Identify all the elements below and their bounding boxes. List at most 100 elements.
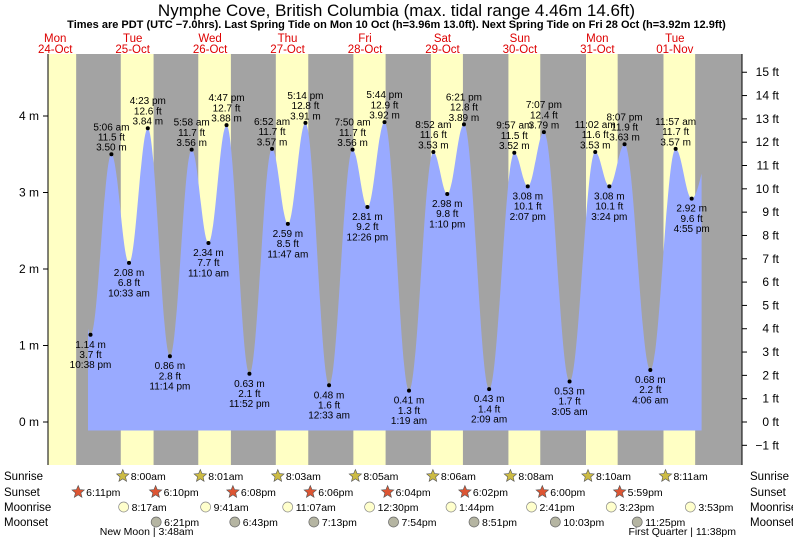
tide-label: 3.84 m (133, 117, 164, 128)
tide-label: 10.1 ft (595, 202, 623, 213)
sunset-time: 6:04pm (396, 487, 431, 499)
tide-label: 2.08 m (114, 268, 145, 279)
moonrise-icon (684, 501, 696, 513)
tide-label: 12:26 pm (347, 232, 389, 243)
low-tide-point (406, 388, 411, 393)
tide-label: 1.4 ft (478, 404, 500, 415)
y-tick-label-ft: 4 ft (762, 322, 779, 336)
tide-label: 11:47 am (267, 249, 308, 260)
day-label-dow: Mon (586, 33, 608, 45)
moonset-time: 7:54pm (402, 517, 437, 529)
low-tide-point (206, 240, 211, 245)
low-tide-point (648, 367, 653, 372)
moonrise-icon (364, 501, 375, 513)
chart-subtitle: Times are PDT (UTC −7.0hrs). Last Spring… (67, 19, 726, 31)
high-tide-point (350, 147, 355, 152)
sunset-icon (535, 484, 550, 498)
moonset-icon (388, 516, 399, 528)
tide-label: 2:09 am (471, 415, 507, 426)
tide-label: 8:52 am (415, 120, 451, 131)
tide-label: 11.7 ft (178, 128, 205, 139)
moonset-time: 8:51pm (482, 517, 517, 529)
astronomy-rows: Sunrise Sunrise Sunset Sunset Moonrise Moonri… (4, 468, 793, 538)
tide-label: 2.34 m (193, 248, 224, 259)
tide-label: 3.79 m (529, 120, 560, 131)
moon-phase-label: New Moon | 3:48am (100, 526, 194, 538)
day-labels: Mon24-OctTue25-OctWed26-OctThu27-OctFri2… (38, 33, 694, 56)
tide-label: 1:19 am (391, 416, 427, 427)
moonrise-time: 2:41pm (540, 502, 575, 514)
moonset-icon (229, 516, 241, 528)
tide-label: 4:47 pm (208, 93, 244, 104)
low-tide-point (487, 387, 492, 392)
row-label-right: Moonset (750, 517, 793, 529)
low-tide-point (285, 221, 290, 226)
moonset-icon (468, 516, 480, 528)
daylight-band (48, 54, 77, 465)
tide-label: 3.53 m (418, 140, 449, 151)
y-tick-label-ft: −1 ft (755, 438, 779, 452)
tide-label: 3.53 m (580, 140, 611, 151)
high-tide-point (189, 147, 194, 152)
day-label-date: 27-Oct (270, 44, 305, 56)
tide-label: 2.8 ft (159, 371, 181, 382)
high-tide-point (270, 146, 275, 151)
sunset-icon (303, 484, 318, 498)
moonrise-time: 8:17am (132, 502, 167, 514)
chart-frame (47, 54, 743, 465)
tide-label: 9.6 ft (681, 214, 703, 225)
tide-label: 2:07 pm (510, 212, 546, 223)
tide-label: 11:14 pm (149, 382, 190, 393)
tide-label: 11.5 ft (98, 132, 125, 143)
tide-label: 5:44 pm (366, 90, 402, 101)
sunset-time: 6:02pm (473, 487, 508, 499)
tide-label: 1.7 ft (558, 397, 580, 408)
moonset-icon (631, 516, 643, 528)
tide-label: 3.57 m (660, 137, 691, 148)
high-tide-point (382, 120, 387, 125)
moonset-time: 6:43pm (243, 517, 278, 529)
moonrise-icon (200, 501, 211, 513)
tide-label: 10.1 ft (514, 202, 542, 213)
tide-label: 11.6 ft (420, 130, 447, 141)
sunrise-icon (503, 468, 518, 482)
tide-label: 11:57 am (655, 117, 696, 128)
sunrise-icon (348, 468, 363, 482)
tide-label: 0.53 m (554, 386, 585, 397)
moonset-icon (150, 516, 162, 528)
tide-label: 12.7 ft (213, 103, 241, 114)
low-tide-point (525, 184, 530, 189)
tide-label: 4:55 pm (674, 224, 710, 235)
tide-label: 3.7 ft (79, 350, 101, 361)
tide-label: 0.43 m (474, 394, 505, 405)
y-tick-label-ft: 7 ft (762, 252, 779, 266)
chart-title: Nymphe Cove, British Columbia (max. tida… (157, 1, 636, 20)
sunset-time: 6:00pm (550, 487, 585, 499)
sunset-icon (148, 484, 163, 498)
sunrise-icon (270, 468, 285, 482)
sunrise-icon (425, 468, 440, 482)
low-tide-point (567, 379, 572, 384)
low-tide-point (689, 196, 694, 201)
high-tide-point (622, 142, 627, 147)
sunset-time: 6:10pm (164, 487, 199, 499)
moonset-icon (308, 516, 320, 528)
tide-label: 12.6 ft (134, 106, 162, 117)
moonrise-icon (282, 501, 294, 513)
tide-label: 12.9 ft (371, 100, 399, 111)
high-tide-point (593, 149, 598, 154)
low-tide-point (247, 371, 252, 376)
y-axes: 0 m 1 m 2 m 3 m 4 m −1 ft 0 ft 1 ft 2 ft 3 ft 4 ft… (19, 65, 780, 452)
high-tide-point (224, 123, 229, 128)
low-tide-point (88, 332, 93, 337)
moonrise-icon (605, 501, 617, 513)
y-tick-label-m: 3 m (19, 186, 39, 200)
y-tick-label-ft: 13 ft (756, 112, 780, 126)
high-tide-point (145, 126, 150, 131)
sunset-icon (225, 484, 240, 498)
row-label-left: Sunset (4, 487, 41, 499)
tide-label: 11.7 ft (258, 127, 285, 138)
tide-label: 2.92 m (676, 204, 707, 215)
tide-label: 11.5 ft (501, 131, 528, 142)
y-tick-label-ft: 3 ft (762, 345, 779, 359)
